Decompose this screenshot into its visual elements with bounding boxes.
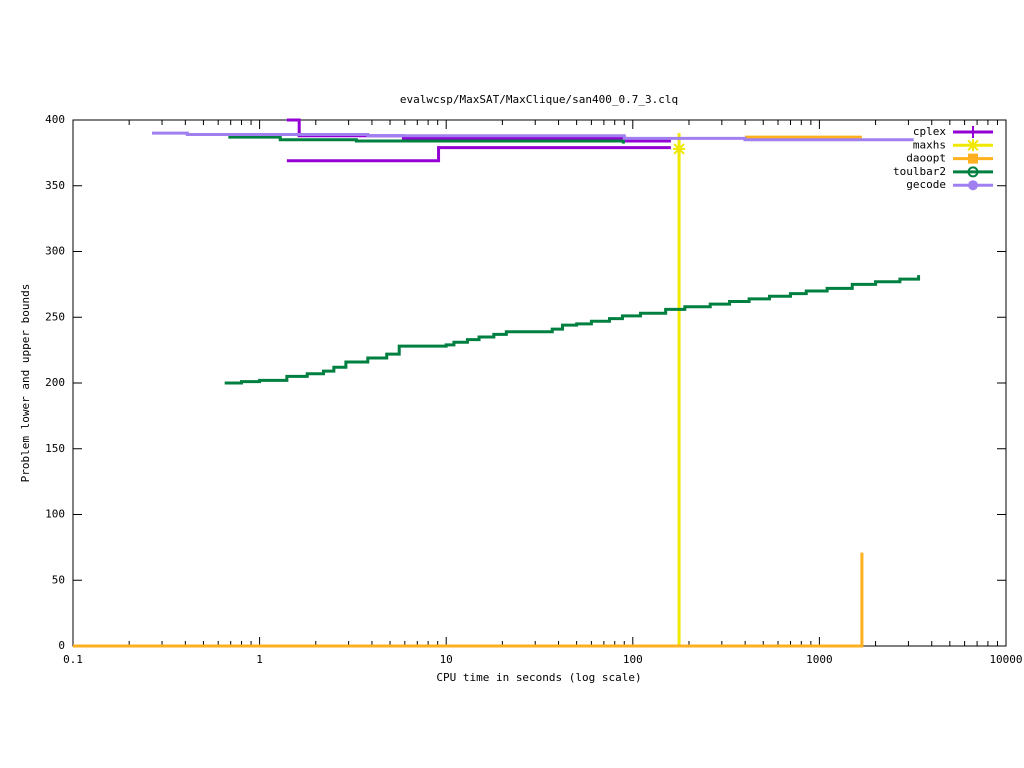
y-axis-label: Problem lower and upper bounds — [19, 284, 32, 483]
marker — [967, 166, 979, 178]
y-tick-label: 300 — [45, 245, 65, 258]
marker-shape — [968, 180, 978, 191]
marker — [967, 139, 979, 152]
x-tick-label: 100 — [623, 653, 643, 666]
legend-label: daoopt — [906, 152, 946, 165]
series-line — [151, 131, 914, 142]
marker — [967, 126, 979, 138]
series-line — [286, 146, 671, 163]
series-line — [224, 275, 921, 385]
x-tick-label: 10 — [440, 653, 453, 666]
y-tick-label: 50 — [52, 573, 65, 586]
marker — [673, 142, 686, 155]
chart-title: evalwcsp/MaxSAT/MaxClique/san400_0.7_3.c… — [400, 93, 678, 106]
y-tick-label: 200 — [45, 376, 65, 389]
marker — [968, 153, 978, 164]
marker-shape — [673, 142, 686, 155]
x-tick-label: 1 — [256, 653, 263, 666]
series-line — [73, 552, 864, 648]
y-tick-label: 350 — [45, 179, 65, 192]
y-tick-label: 100 — [45, 508, 65, 521]
x-axis-label: CPU time in seconds (log scale) — [436, 671, 641, 684]
marker — [968, 180, 978, 191]
plot-border — [72, 119, 1007, 647]
marker-shape — [967, 126, 979, 138]
legend-label: toulbar2 — [893, 165, 946, 178]
y-tick-label: 0 — [58, 639, 65, 652]
marker-shape — [967, 166, 979, 178]
y-tick-label: 250 — [45, 310, 65, 323]
x-tick-label: 1000 — [806, 653, 833, 666]
x-tick-label: 0.1 — [63, 653, 83, 666]
series-line — [286, 118, 671, 143]
marker-shape — [967, 139, 979, 152]
x-tick-label: 10000 — [989, 653, 1022, 666]
legend-label: maxhs — [913, 138, 946, 151]
y-tick-label: 150 — [45, 442, 65, 455]
series-line — [228, 135, 625, 144]
marker-shape — [968, 153, 978, 164]
legend-label: cplex — [913, 125, 946, 138]
legend-label: gecode — [906, 178, 946, 191]
y-tick-label: 400 — [45, 113, 65, 126]
